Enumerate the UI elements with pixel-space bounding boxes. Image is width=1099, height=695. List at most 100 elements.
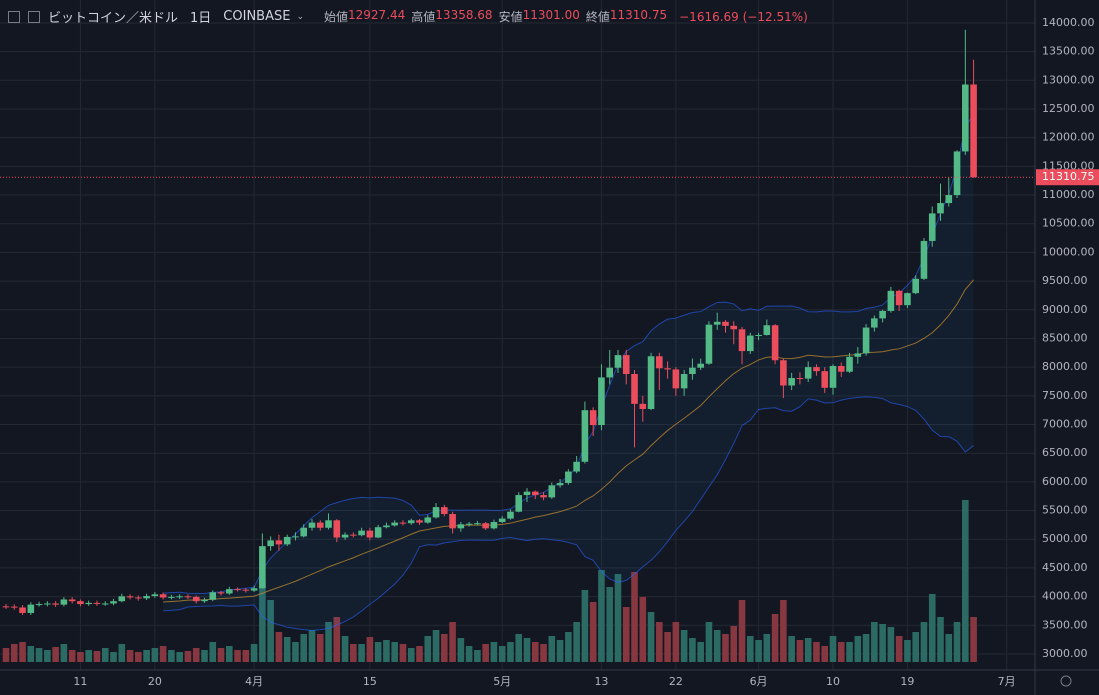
- volume-bar: [928, 594, 936, 662]
- y-tick-label: 7000.00: [1042, 418, 1088, 431]
- x-tick-label: 11: [73, 675, 87, 688]
- volume-bar: [126, 650, 134, 662]
- symbol[interactable]: ビットコイン／米ドル: [48, 11, 179, 26]
- volume-bar: [689, 638, 696, 662]
- volume-bar: [151, 648, 159, 662]
- volume-bar: [449, 622, 456, 662]
- candle-body: [77, 601, 84, 605]
- candle-body: [697, 363, 704, 368]
- y-tick-label: 6000.00: [1042, 475, 1088, 488]
- volume-bar: [656, 622, 663, 662]
- x-tick-label: 7月: [998, 675, 1016, 688]
- volume-bar: [482, 644, 489, 662]
- icon[interactable]: [8, 10, 20, 23]
- exchange[interactable]: COINBASE: [223, 9, 291, 24]
- volume-bar: [159, 646, 167, 662]
- candle-body: [366, 530, 374, 538]
- volume-bar: [374, 642, 382, 662]
- candle-body: [631, 374, 638, 404]
- candle-body: [747, 335, 754, 352]
- volume-bar: [407, 648, 415, 662]
- volume-bar: [259, 580, 266, 662]
- settings-icon[interactable]: [1060, 675, 1072, 687]
- volume-bar: [242, 650, 250, 662]
- candle-body: [937, 203, 944, 214]
- volume-bar: [143, 650, 150, 662]
- volume-bar: [498, 646, 506, 662]
- last-price-label: 11310.75: [1042, 170, 1095, 183]
- candle-body: [465, 523, 473, 525]
- candle-body: [970, 84, 977, 178]
- moving-average: [163, 279, 974, 603]
- y-tick-label: 11500.00: [1042, 159, 1095, 172]
- interval[interactable]: 1日: [190, 11, 212, 26]
- volume-bar: [176, 652, 183, 662]
- volume-bar: [548, 636, 556, 662]
- y-tick-label: 11000.00: [1042, 188, 1095, 201]
- volume-bar: [44, 650, 51, 662]
- candle-body: [126, 596, 134, 598]
- y-tick-label: 9000.00: [1042, 303, 1088, 316]
- candle-body: [680, 374, 688, 389]
- x-tick-label: 15: [363, 675, 377, 688]
- volume-bar: [217, 648, 225, 662]
- y-tick-label: 13000.00: [1042, 73, 1095, 86]
- ohlc-label: 始値: [324, 10, 349, 24]
- candle-body: [341, 534, 349, 538]
- volume-bar: [531, 642, 539, 662]
- candle-body: [159, 594, 167, 598]
- volume-bar: [837, 642, 845, 662]
- volume-bar: [937, 617, 944, 662]
- volume-bar: [639, 597, 647, 662]
- candle-body: [722, 321, 729, 326]
- candle-body: [474, 523, 481, 525]
- icon[interactable]: [28, 10, 40, 23]
- candle-body: [242, 589, 250, 591]
- volume-bar: [316, 634, 324, 662]
- candle-body: [184, 596, 192, 598]
- candle-body: [449, 513, 456, 529]
- chevron[interactable]: ⌄: [296, 11, 304, 22]
- volume-bar: [730, 626, 738, 662]
- volume-bar: [755, 640, 762, 662]
- y-tick-label: 6500.00: [1042, 446, 1088, 459]
- candle-body: [614, 355, 622, 368]
- y-tick-label: 10500.00: [1042, 217, 1095, 230]
- volume-bar: [60, 644, 68, 662]
- volume-bar: [540, 644, 547, 662]
- candle-body: [325, 520, 332, 528]
- candle-body: [565, 471, 572, 484]
- ohlc: 始値 12927.44 高値 13358.68 安値 11301.00 終値 11310.75: [324, 8, 673, 25]
- candle-body: [738, 329, 746, 352]
- candle-body: [68, 599, 76, 602]
- volume-bar: [813, 642, 820, 662]
- volume-bar: [879, 624, 886, 662]
- y-tick-label: 3000.00: [1042, 647, 1088, 660]
- candle-body: [300, 527, 308, 537]
- volume-bar: [871, 622, 878, 662]
- x-tick-label: 22: [669, 675, 683, 688]
- volume-bar: [399, 644, 407, 662]
- volume-bar: [350, 644, 357, 662]
- volume-bar: [341, 636, 349, 662]
- volume-bar: [970, 617, 977, 662]
- volume-bar: [680, 630, 688, 662]
- volume-bar: [101, 648, 109, 662]
- volume-bar: [581, 590, 589, 662]
- candle-body: [44, 603, 51, 605]
- candle-body: [358, 530, 365, 536]
- band-fill: [163, 114, 974, 631]
- candle-body: [904, 293, 911, 306]
- volume-bar: [515, 634, 523, 662]
- volume-bar: [589, 602, 597, 662]
- candle-body: [581, 410, 589, 462]
- candle-body: [85, 602, 92, 605]
- volume-bar: [441, 634, 448, 662]
- volume-bar: [490, 642, 498, 662]
- volume-bar: [953, 622, 961, 662]
- candle-body: [705, 324, 713, 364]
- volume-bar: [887, 627, 895, 662]
- candle-body: [771, 325, 779, 361]
